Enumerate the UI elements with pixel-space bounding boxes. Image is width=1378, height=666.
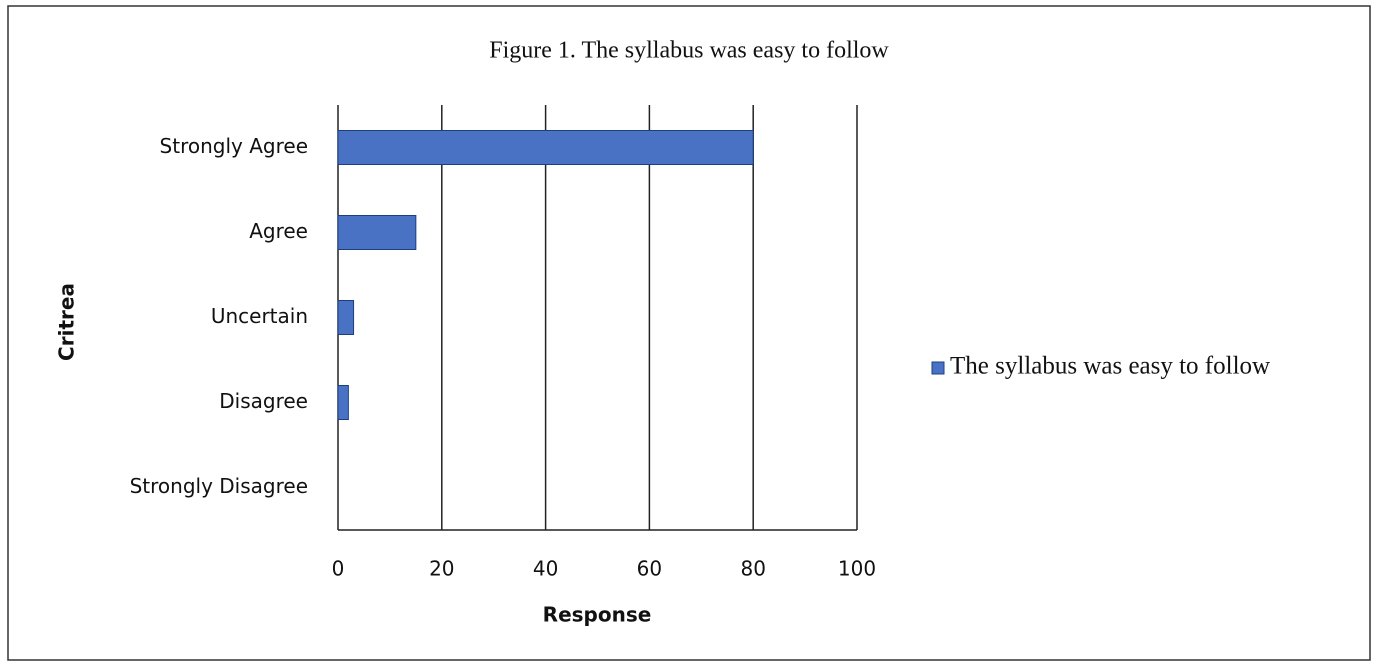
bar <box>337 215 417 250</box>
y-tick-label: Disagree <box>219 389 308 413</box>
bar <box>337 385 349 420</box>
y-tick-label: Uncertain <box>211 304 308 328</box>
x-tick-label: 80 <box>740 557 765 581</box>
bar <box>337 300 355 335</box>
x-tick-label: 60 <box>637 557 662 581</box>
frame <box>7 5 1371 661</box>
chart-title: Figure 1. The syllabus was easy to follo… <box>489 38 889 64</box>
legend-label: The syllabus was easy to follow <box>950 353 1270 380</box>
x-tick-label: 20 <box>429 557 454 581</box>
legend-swatch <box>931 361 945 375</box>
y-tick-label: Strongly Agree <box>160 134 308 158</box>
x-tick-label: 100 <box>838 557 876 581</box>
x-tick-label: 0 <box>332 557 345 581</box>
y-axis-label: Critrea <box>55 283 79 361</box>
x-tick-label: 40 <box>533 557 558 581</box>
y-tick-label: Agree <box>249 219 308 243</box>
x-axis-label: Response <box>543 603 652 627</box>
y-tick-label: Strongly Disagree <box>130 474 308 498</box>
bar <box>337 130 754 165</box>
